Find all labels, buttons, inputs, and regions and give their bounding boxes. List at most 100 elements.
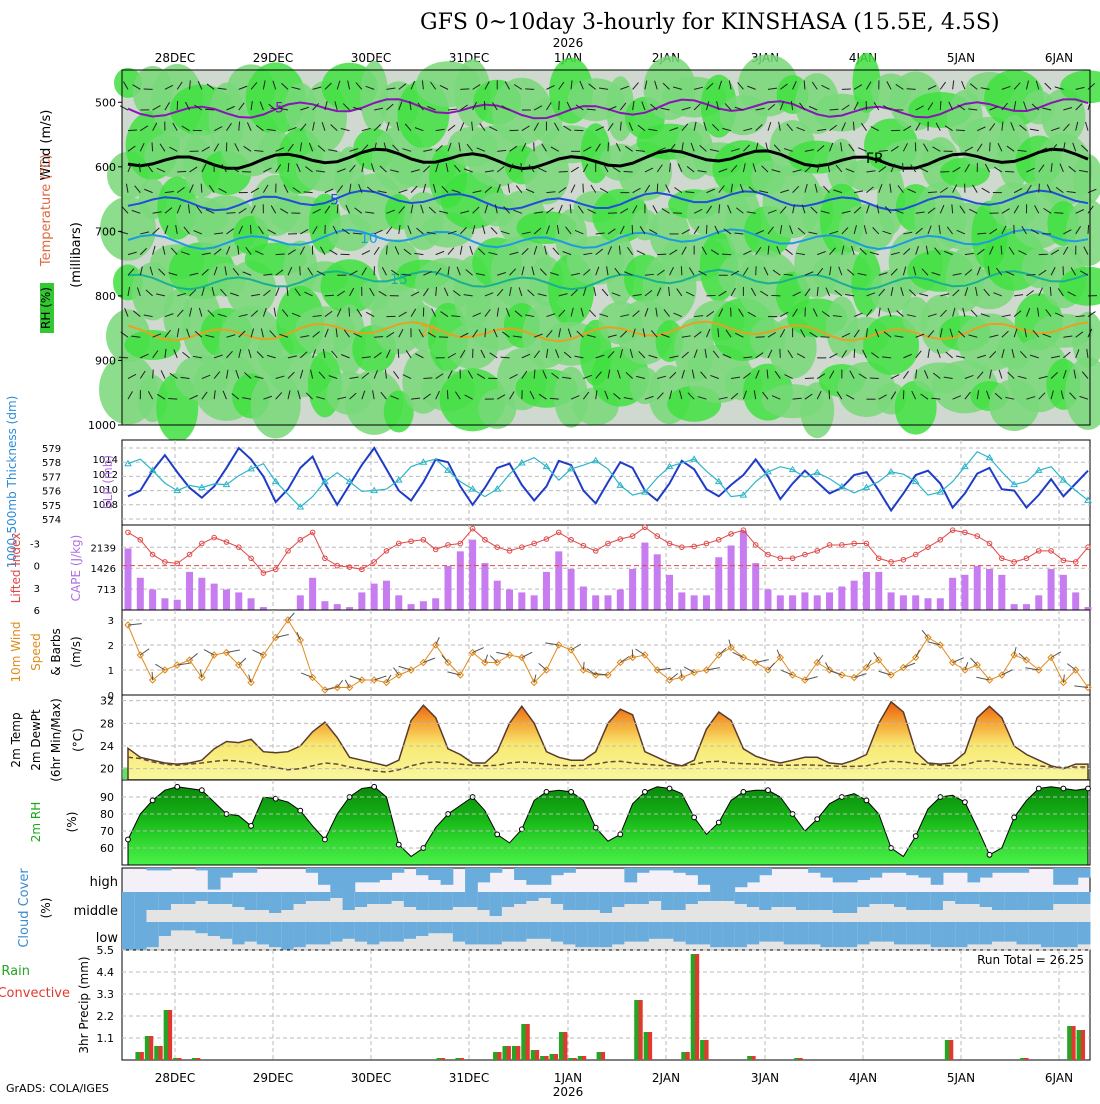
rh-point [249,824,254,829]
cloud-cell [637,868,650,873]
wind-barb [119,357,128,358]
cloud-cell [294,922,307,947]
cloud-cell [882,892,895,904]
cape-bar [728,546,735,610]
cape-bar [223,589,230,610]
precip-conv-bar [751,1056,755,1060]
rh-point [716,820,721,825]
cloud-cell [196,922,209,933]
precip-conv-bar [544,1056,548,1060]
cape-bar [321,601,328,610]
cape-bar [875,572,882,610]
cloud-cell [1016,868,1029,873]
rh-point [396,842,401,847]
cape-bar [518,592,525,610]
wind-barb [1039,184,1040,193]
thickness-tick: 576 [42,487,61,498]
precip-tick: 1.1 [97,1032,115,1045]
precip-conv-bar [554,1054,558,1060]
precip-total-bar [1067,1026,1072,1060]
rh-point [495,832,500,837]
cloud-cell [931,922,944,947]
cloud-cell [698,922,711,944]
wind-barb [153,370,154,379]
cape-bar [531,595,538,610]
precip-conv-bar [441,1058,445,1060]
thickness-tick: 577 [42,472,61,483]
precip-total-bar [794,1058,799,1060]
cloud-cell [857,922,870,944]
cloud-cell [551,892,564,904]
precip-conv-bar [949,1040,953,1060]
cape-bar [309,578,316,610]
precip-tick: 4.4 [97,966,115,979]
cloud-cell [1078,892,1091,904]
cloud-cell [453,892,466,907]
cape-bar [888,592,895,610]
cape-bar [248,598,255,610]
cloud-cell [649,868,662,870]
cloud-cell [147,892,160,910]
cloud-cell [428,922,441,933]
cloud-cell [147,922,160,947]
wind-barb [226,213,235,214]
ylabel-millibars: (millibars) [69,222,84,288]
precip-total-bar [634,1000,639,1060]
cloud-cell [183,892,196,904]
cloud-cell [379,922,392,942]
ylabel-temperature: Temperature (°C) [39,154,54,267]
ylabel-speed: Speed [29,633,43,671]
precip-conv-bar [582,1056,586,1060]
cloud-cell [441,922,454,933]
cape-bar [1011,604,1018,610]
cloud-cell [1078,922,1091,944]
cloud-cell [416,892,429,910]
cape-bar [334,604,341,610]
cloud-cell [661,892,674,910]
wind-tick: 2 [108,641,114,652]
precip-frame [122,950,1090,1060]
precip-conv-bar [168,1010,172,1060]
cloud-cell [661,868,674,870]
precip-conv-bar [601,1052,605,1060]
cape-bar [789,595,796,610]
cloud-cell [490,922,503,944]
precip-total-bar [945,1040,950,1060]
cloud-cell [1016,922,1029,944]
cloud-cell [526,868,539,885]
cape-bar [949,578,956,610]
wind-barb [300,266,301,275]
rh-point [741,790,746,795]
cloud-cell [575,922,588,947]
wind-barb [325,295,334,296]
precip-total-bar [135,1052,140,1060]
ylabel-total-rain: Total / Rain [0,964,30,979]
rh-point [323,837,328,842]
pressure-tick: 500 [95,96,116,109]
cloud-cell [722,922,735,947]
cape-bar [1060,575,1067,610]
rh-point [1086,786,1091,791]
cloud-cell [147,868,160,870]
cloud-cell [894,868,907,873]
rh-point [913,834,918,839]
isotherm-label: FR [866,151,884,167]
cloud-cell [771,892,784,907]
precip-conv-bar [460,1058,464,1060]
rh-tick: 80 [100,808,114,821]
cloud-cell [759,892,772,910]
wind-barb [423,378,432,379]
cloud-cell [159,922,172,936]
cloud-cell [551,868,564,875]
rh-point [618,832,623,837]
cloud-cell [441,868,454,885]
cloud-cell [894,922,907,944]
precip-total-bar [145,1036,150,1060]
cloud-cell [624,868,637,882]
precip-conv-bar [516,1046,520,1060]
rh-tick: 60 [100,842,114,855]
cloud-cell [392,892,405,901]
cloud-cell [257,922,270,944]
